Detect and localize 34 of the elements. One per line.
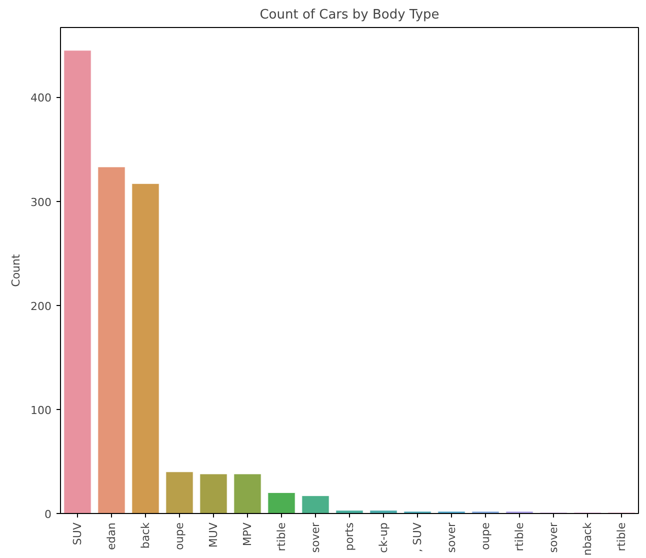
y-axis-title: Count [10,253,23,287]
bar [64,50,92,514]
y-tick-label: 100 [30,404,52,417]
bar [98,166,126,514]
x-tick-label: oupe [173,522,186,550]
x-tick-label: ports [343,522,356,551]
bar [302,496,330,514]
bar [200,474,228,514]
x-tick-label: nback [581,522,594,556]
y-tick-label: 300 [30,196,52,209]
x-tick-label: MUV [207,522,220,548]
x-tick-label: rtible [615,522,628,552]
x-tick-label: sover [445,522,458,553]
x-tick-label: back [139,522,152,549]
x-tick-label: ck-up [377,522,390,553]
chart-title: Count of Cars by Body Type [260,8,440,22]
x-tick-label: oupe [479,522,492,550]
y-tick-label: 0 [44,508,52,521]
bar [166,472,194,514]
bar [132,183,160,514]
x-tick-label: edan [105,522,118,550]
x-tick-label: SUV [71,522,84,546]
bar [268,492,296,514]
x-tick-label: sover [309,522,322,553]
x-tick-label: rtible [275,522,288,552]
y-tick-label: 200 [30,300,52,313]
x-tick-label: MPV [241,522,254,546]
x-tick-label: , SUV [411,522,424,552]
y-tick-label: 400 [30,92,52,105]
bar [336,510,364,514]
x-tick-label: sover [547,522,560,553]
bar [370,510,398,514]
bar [234,474,262,514]
x-tick-label: rtible [513,522,526,552]
